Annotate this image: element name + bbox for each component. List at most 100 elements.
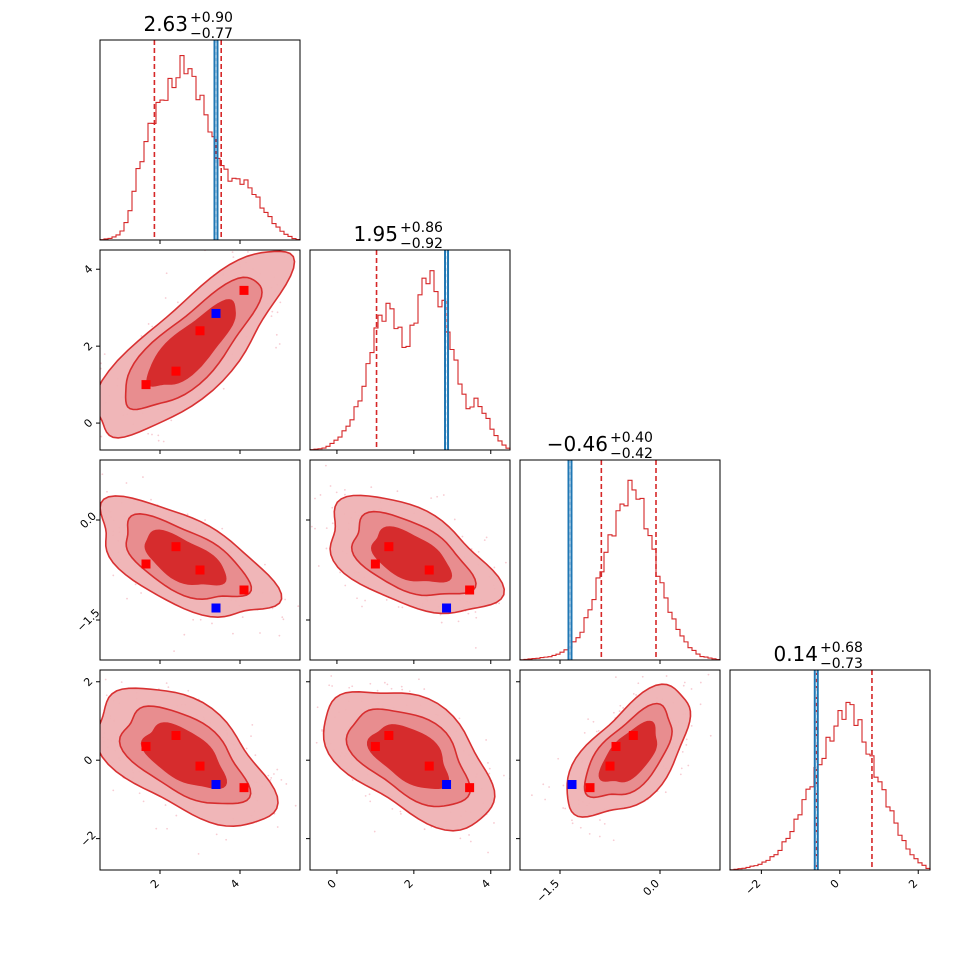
scatter-point [544,798,547,801]
scatter-point [485,739,488,741]
scatter-point [186,513,189,516]
scatter-point [699,703,702,706]
scatter-point [571,822,574,825]
scatter-point [329,485,332,487]
scatter-point [101,473,104,476]
scatter-point [112,574,115,577]
scatter-point [254,754,257,757]
scatter-point [385,599,388,601]
scatter-point [187,689,190,692]
scatter-point [284,598,287,601]
scatter-point [343,488,346,491]
scatter-point [498,602,501,605]
scatter-point [142,476,144,478]
diag-bg-1 [310,250,510,450]
red-marker-0 [141,559,151,569]
scatter-point [459,837,462,840]
scatter-point [364,599,366,602]
scatter-point [493,822,495,824]
blue-marker [567,780,577,790]
scatter-point [155,827,158,830]
red-marker-2 [424,761,434,771]
scatter-point [54,732,56,734]
scatter-point [164,804,167,806]
scatter-point [100,362,102,365]
scatter-point [474,611,477,613]
scatter-point [81,450,83,452]
scatter-point [618,710,621,713]
scatter-point [328,684,331,687]
scatter-point [176,301,179,304]
panel-title-value-2: −0.46 [547,432,608,456]
pair-frame-2-1 [309,459,511,661]
panel-title-minus-3: −0.73 [820,656,863,672]
scatter-point [250,735,252,738]
scatter-point [390,687,393,690]
scatter-point [100,435,103,438]
scatter-point [344,584,347,587]
red-marker-1 [171,542,181,552]
scatter-point [151,433,153,436]
panel-title-value-3: 0.14 [773,642,818,666]
pair-inner-3-2 [530,673,720,842]
blue-marker [211,603,221,613]
xtick-label-3-0: −2 [743,877,764,898]
scatter-point [136,666,138,668]
pair-inner-2-1 [310,464,516,649]
scatter-point [493,566,496,569]
scatter-point [270,315,273,318]
scatter-point [514,605,516,607]
scatter-point [278,343,281,345]
panel-title-value-0: 2.63 [143,12,188,36]
red-marker-0 [141,741,151,751]
scatter-point [267,774,270,777]
xtick-label-3-1: 0 [828,877,842,891]
scatter-point [348,686,351,689]
scatter-point [271,607,274,610]
pair-frame-3-2 [519,669,721,871]
scatter-point [264,563,266,566]
red-marker-0 [370,741,380,751]
scatter-point [344,493,346,496]
scatter-point [315,741,318,744]
diag-frame-0 [99,39,301,241]
panel-title-plus-1: +0.86 [400,220,443,236]
scatter-point [356,597,358,600]
pair-frame-3-0 [99,669,301,871]
scatter-point [251,723,254,726]
scatter-point [204,519,206,521]
scatter-point [458,717,461,720]
scatter-point [592,720,595,723]
scatter-point [588,832,591,835]
scatter-point [275,346,277,349]
diag-panel-0: 2.63 +0.90−0.77 [99,10,301,244]
pair-panel-3-2 [516,669,721,874]
scatter-point [687,764,690,767]
panel-title-plus-2: +0.40 [610,430,653,446]
scatter-point [70,740,72,742]
scatter-point [400,812,402,815]
scatter-point [222,387,225,390]
scatter-point [259,632,261,634]
scatter-point [408,690,411,693]
scatter-point [325,547,328,550]
scatter-point [280,778,283,781]
scatter-point [124,663,126,665]
scatter-point [418,678,420,681]
scatter-point [104,678,107,681]
scatter-point [442,494,445,496]
diag-panel-3: 0.14 +0.68−0.73 [729,640,931,874]
red-marker-0 [611,741,621,751]
scatter-point [474,646,477,649]
scatter-point [215,833,218,836]
scatter-point [467,612,470,615]
scatter-point [690,724,693,727]
scatter-point [126,597,128,600]
scatter-point [75,515,77,517]
scatter-point [699,681,702,684]
histogram-2 [519,479,721,661]
scatter-point [147,323,150,325]
scatter-point [142,800,145,803]
scatter-point [603,822,606,825]
scatter-point [632,692,635,695]
